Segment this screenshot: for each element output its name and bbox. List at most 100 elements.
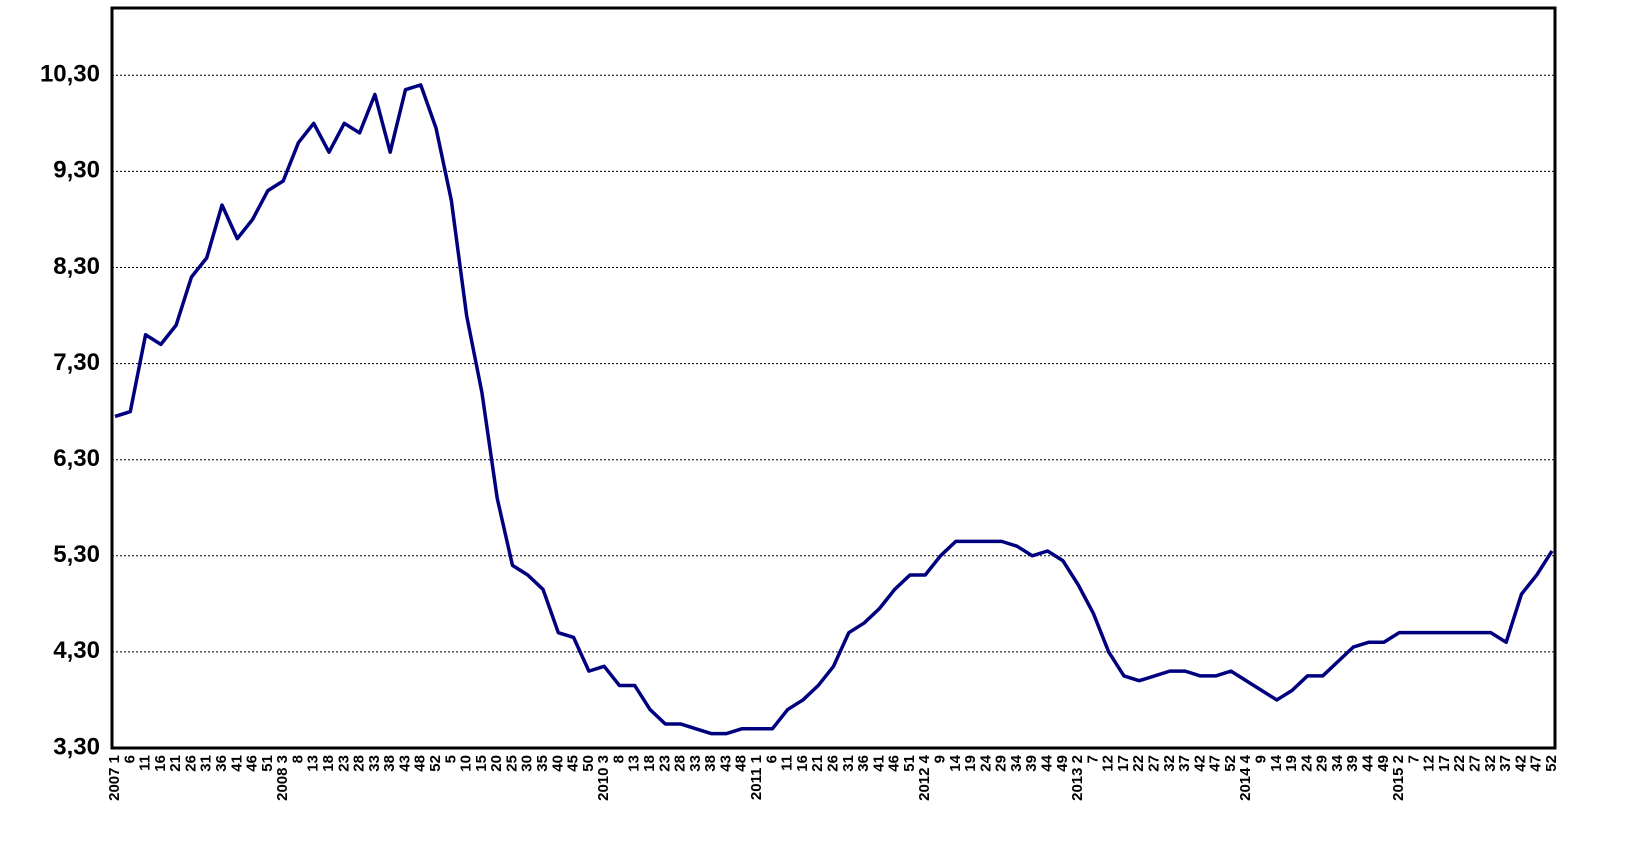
x-tick-label: 41 bbox=[870, 755, 887, 772]
x-tick-label: 32 bbox=[1161, 755, 1178, 772]
x-tick-label: 9 bbox=[931, 755, 948, 763]
x-tick-label: 23 bbox=[335, 755, 352, 772]
x-tick-label: 51 bbox=[901, 755, 918, 772]
x-tick-label: 9 bbox=[1253, 755, 1270, 763]
x-tick-label: 41 bbox=[228, 755, 245, 772]
x-tick-label: 47 bbox=[1207, 755, 1224, 772]
x-tick-label: 38 bbox=[702, 755, 719, 772]
x-tick-label: 33 bbox=[366, 755, 383, 772]
x-tick-label: 14 bbox=[947, 754, 964, 771]
x-tick-label: 47 bbox=[1528, 755, 1545, 772]
y-tick-label: 7,30 bbox=[53, 349, 100, 376]
x-tick-label: 52 bbox=[427, 755, 444, 772]
x-tick-label: 48 bbox=[412, 755, 429, 772]
x-tick-label: 7 bbox=[1405, 755, 1422, 763]
x-tick-label: 20 bbox=[488, 755, 505, 772]
x-tick-label: 42 bbox=[1191, 755, 1208, 772]
x-tick-label: 6 bbox=[121, 755, 138, 763]
x-tick-label: 39 bbox=[1023, 755, 1040, 772]
y-tick-label: 5,30 bbox=[53, 541, 100, 568]
x-tick-label: 43 bbox=[396, 755, 413, 772]
x-tick-label: 46 bbox=[886, 755, 903, 772]
x-tick-label: 2012 4 bbox=[916, 754, 933, 801]
x-tick-label: 29 bbox=[1314, 755, 1331, 772]
x-tick-label: 48 bbox=[733, 755, 750, 772]
x-tick-label: 28 bbox=[351, 755, 368, 772]
x-tick-label: 36 bbox=[213, 755, 230, 772]
x-tick-label: 24 bbox=[977, 754, 994, 771]
y-tick-label: 3,30 bbox=[53, 733, 100, 760]
x-tick-label: 22 bbox=[1130, 755, 1147, 772]
x-tick-label: 42 bbox=[1512, 755, 1529, 772]
x-tick-label: 5 bbox=[442, 755, 459, 763]
x-tick-label: 31 bbox=[840, 755, 857, 772]
x-tick-label: 25 bbox=[503, 755, 520, 772]
x-tick-label: 12 bbox=[1100, 755, 1117, 772]
x-tick-label: 37 bbox=[1176, 755, 1193, 772]
x-tick-label: 44 bbox=[1038, 754, 1055, 771]
x-tick-label: 33 bbox=[687, 755, 704, 772]
y-tick-label: 8,30 bbox=[53, 253, 100, 280]
x-tick-label: 50 bbox=[580, 755, 597, 772]
x-tick-label: 7 bbox=[1084, 755, 1101, 763]
x-tick-label: 13 bbox=[305, 755, 322, 772]
x-tick-label: 36 bbox=[855, 755, 872, 772]
x-tick-label: 51 bbox=[259, 755, 276, 772]
x-tick-label: 21 bbox=[167, 755, 184, 772]
x-tick-label: 13 bbox=[626, 755, 643, 772]
y-tick-label: 10,30 bbox=[40, 61, 100, 88]
x-tick-label: 34 bbox=[1329, 754, 1346, 771]
x-tick-label: 30 bbox=[519, 755, 536, 772]
x-tick-label: 2013 2 bbox=[1069, 755, 1086, 801]
x-tick-label: 22 bbox=[1451, 755, 1468, 772]
x-tick-label: 18 bbox=[641, 755, 658, 772]
x-tick-label: 17 bbox=[1115, 755, 1132, 772]
x-tick-label: 26 bbox=[182, 755, 199, 772]
x-tick-label: 40 bbox=[549, 755, 566, 772]
x-tick-label: 26 bbox=[824, 755, 841, 772]
x-tick-label: 2008 3 bbox=[274, 755, 291, 801]
x-tick-label: 32 bbox=[1482, 755, 1499, 772]
y-tick-label: 9,30 bbox=[53, 157, 100, 184]
x-tick-label: 29 bbox=[993, 755, 1010, 772]
x-tick-label: 16 bbox=[794, 755, 811, 772]
x-tick-label: 2007 1 bbox=[106, 755, 123, 801]
x-tick-label: 37 bbox=[1497, 755, 1514, 772]
x-tick-label: 16 bbox=[152, 755, 169, 772]
x-tick-label: 49 bbox=[1054, 755, 1071, 772]
x-tick-label: 18 bbox=[320, 755, 337, 772]
x-tick-label: 34 bbox=[1008, 754, 1025, 771]
x-tick-label: 19 bbox=[1283, 755, 1300, 772]
x-tick-label: 21 bbox=[809, 755, 826, 772]
x-tick-label: 2010 3 bbox=[595, 755, 612, 801]
x-tick-label: 27 bbox=[1146, 755, 1163, 772]
x-tick-label: 14 bbox=[1268, 754, 1285, 771]
line-series bbox=[114, 83, 1554, 736]
y-tick-label: 4,30 bbox=[53, 637, 100, 664]
x-tick-label: 35 bbox=[534, 755, 551, 772]
x-tick-label: 2014 4 bbox=[1237, 754, 1254, 801]
x-tick-label: 28 bbox=[672, 755, 689, 772]
x-tick-label: 15 bbox=[473, 755, 490, 772]
x-tick-label: 46 bbox=[244, 755, 261, 772]
x-tick-label: 49 bbox=[1375, 755, 1392, 772]
x-tick-label: 43 bbox=[717, 755, 734, 772]
x-tick-label: 11 bbox=[137, 755, 154, 771]
x-tick-label: 52 bbox=[1222, 755, 1239, 772]
x-tick-label: 11 bbox=[779, 755, 796, 771]
plot-frame bbox=[110, 6, 1557, 750]
x-tick-label: 52 bbox=[1543, 755, 1560, 772]
x-tick-label: 44 bbox=[1360, 754, 1377, 771]
y-tick-label: 6,30 bbox=[53, 445, 100, 472]
x-tick-label: 2011 1 bbox=[748, 755, 765, 800]
x-tick-label: 6 bbox=[763, 755, 780, 763]
x-tick-label: 23 bbox=[656, 755, 673, 772]
x-tick-label: 38 bbox=[381, 755, 398, 772]
x-tick-label: 8 bbox=[289, 755, 306, 763]
x-tick-label: 10 bbox=[458, 755, 475, 772]
x-tick-label: 27 bbox=[1467, 755, 1484, 772]
x-tick-label: 39 bbox=[1344, 755, 1361, 772]
x-tick-label: 45 bbox=[565, 755, 582, 772]
x-tick-label: 17 bbox=[1436, 755, 1453, 772]
